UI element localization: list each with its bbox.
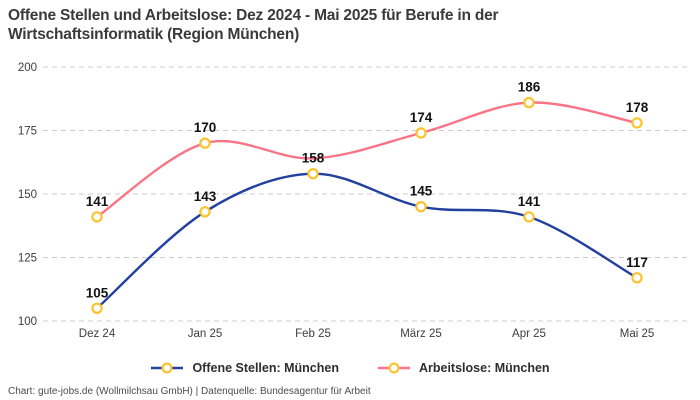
data-point-marker <box>631 272 643 284</box>
data-point-label: 158 <box>302 151 325 166</box>
data-point-marker <box>307 167 319 180</box>
data-point-label: 117 <box>626 255 648 270</box>
data-point-marker <box>415 200 427 213</box>
legend-label-arbeitslose: Arbeitslose: München <box>418 361 550 375</box>
chart-title-line2: Wirtschaftsinformatik (Region München) <box>8 26 300 43</box>
x-tick-label: Mai 25 <box>620 328 655 340</box>
data-point-marker <box>91 302 103 314</box>
y-tick-label: 125 <box>18 253 37 265</box>
data-point-marker <box>199 206 211 218</box>
data-point-label: 170 <box>194 120 217 135</box>
data-point-label: 174 <box>410 110 433 125</box>
x-tick-label: Jan 25 <box>188 328 223 340</box>
data-point-label: 141 <box>518 194 541 209</box>
y-tick-label: 150 <box>18 189 37 201</box>
data-point-label: 141 <box>86 194 109 209</box>
chart-title: Offene Stellen und Arbeitslose: Dez 2024… <box>8 6 499 44</box>
data-point-label: 186 <box>518 80 541 95</box>
chart-source-attribution: Chart: gute-jobs.de (Wollmilchsau GmbH) … <box>8 386 371 397</box>
legend-item-arbeitslose: Arbeitslose: München <box>377 360 550 376</box>
data-point-marker <box>91 211 103 223</box>
y-tick-label: 200 <box>18 62 37 74</box>
legend-line-arbeitslose-icon <box>377 362 410 374</box>
data-point-marker <box>631 117 643 129</box>
data-point-marker <box>523 96 535 109</box>
chart-title-line1: Offene Stellen und Arbeitslose: Dez 2024… <box>8 7 499 24</box>
data-point-label: 145 <box>410 184 433 199</box>
x-tick-label: Apr 25 <box>512 328 546 340</box>
series-line-0 <box>95 172 639 310</box>
series-line-1 <box>95 101 639 219</box>
legend-line-offene-stellen-icon <box>151 362 184 374</box>
data-point-label: 105 <box>86 285 109 300</box>
data-point-marker <box>523 211 535 223</box>
x-tick-label: März 25 <box>400 328 442 340</box>
data-point-marker <box>199 137 211 149</box>
x-tick-label: Dez 24 <box>79 328 116 340</box>
chart-legend: Offene Stellen: München Arbeitslose: Mün… <box>0 360 700 376</box>
y-tick-label: 100 <box>18 316 37 328</box>
data-point-label: 143 <box>194 189 217 204</box>
y-tick-label: 175 <box>18 126 37 138</box>
data-point-label: 178 <box>626 100 649 115</box>
x-tick-label: Feb 25 <box>295 328 331 340</box>
legend-item-offene-stellen: Offene Stellen: München <box>150 360 339 376</box>
data-point-marker <box>415 127 427 139</box>
legend-label-offene-stellen: Offene Stellen: München <box>192 361 339 375</box>
